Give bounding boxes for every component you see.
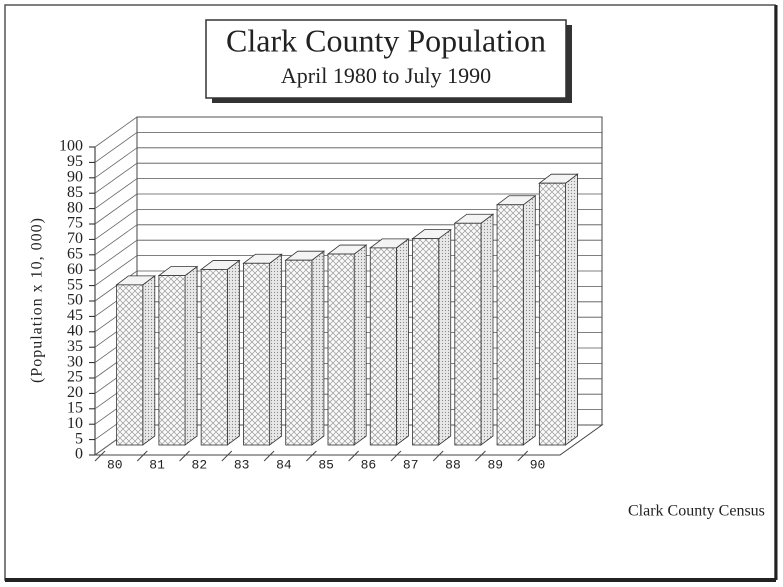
y-tick-label: 80: [67, 199, 83, 216]
grid-line: [94, 193, 138, 225]
bar-side: [311, 250, 325, 446]
category-divider: [179, 450, 190, 462]
bar: [158, 275, 186, 446]
y-tick-label: 5: [75, 430, 83, 447]
bar: [538, 182, 566, 446]
y-tick-label: 15: [67, 399, 83, 416]
x-tick-label: 87: [403, 457, 419, 472]
bar-side: [353, 244, 367, 446]
title-box: [205, 19, 567, 99]
y-tick-label: 25: [67, 369, 83, 386]
bar: [285, 259, 313, 446]
x-tick-label: 90: [530, 457, 546, 472]
category-divider: [263, 450, 275, 462]
y-tick-label: 45: [67, 307, 83, 324]
grid-line: [94, 224, 138, 256]
y-tick-label: 60: [67, 261, 83, 278]
category-divider: [94, 450, 106, 462]
bar-side: [269, 253, 283, 446]
category-divider: [306, 450, 317, 462]
y-tick-label: 50: [67, 292, 83, 309]
grid-line: [94, 239, 138, 271]
bar: [116, 284, 144, 446]
category-divider: [432, 450, 444, 462]
y-tick-label: 85: [67, 184, 83, 201]
category-divider: [348, 450, 359, 462]
bar-side: [522, 194, 536, 446]
grid-line: [94, 147, 138, 179]
chart-title: Clark County Population: [226, 22, 546, 58]
bar: [412, 238, 440, 446]
category-divider: [136, 450, 148, 462]
category-divider: [517, 450, 529, 462]
y-tick-label: 70: [67, 230, 83, 247]
bar: [454, 222, 482, 446]
x-tick-label: 86: [361, 457, 377, 472]
y-tick-label: 35: [67, 338, 83, 355]
x-tick-label: 83: [234, 457, 250, 472]
legend-label: Clark County Census: [628, 503, 765, 520]
bar-side: [396, 238, 409, 446]
grid-line: [94, 178, 138, 209]
bar: [496, 204, 524, 446]
y-tick-label: 10: [67, 415, 83, 432]
bar-side: [142, 275, 156, 446]
grid-line: [94, 255, 138, 286]
chart-subtitle: April 1980 to July 1990: [281, 63, 491, 88]
x-tick-label: 84: [276, 457, 292, 472]
bar-side: [438, 228, 452, 446]
y-tick-label: 75: [67, 215, 83, 232]
category-divider: [390, 450, 402, 462]
y-tick-label: 20: [67, 384, 83, 401]
y-tick-label: 90: [67, 168, 83, 185]
y-tick-label: 55: [67, 276, 83, 293]
category-divider: [475, 450, 486, 462]
x-tick-label: 80: [107, 457, 123, 472]
bar: [369, 247, 397, 446]
bar-side: [184, 265, 198, 446]
grid-line: [94, 116, 138, 148]
x-tick-label: 88: [445, 457, 461, 472]
y-tick-label: 0: [75, 446, 83, 463]
bar-side: [226, 259, 240, 446]
y-tick-label: 95: [67, 153, 83, 170]
y-tick-label: 40: [67, 322, 83, 339]
bar: [243, 262, 271, 446]
x-tick-label: 81: [149, 457, 165, 472]
y-tick-label: 30: [67, 353, 83, 370]
y-axis-label: (Population x 10, 000): [29, 217, 46, 383]
bar: [327, 253, 355, 446]
x-tick-label: 85: [318, 457, 334, 472]
bar-side: [480, 213, 494, 446]
grid-line: [94, 209, 138, 240]
y-tick-label: 65: [67, 245, 83, 262]
bar: [200, 269, 228, 446]
x-tick-label: 89: [487, 457, 503, 472]
category-divider: [221, 450, 233, 462]
y-tick-label: 100: [59, 138, 83, 155]
grid-line: [94, 162, 138, 194]
x-tick-label: 82: [192, 457, 208, 472]
grid-line: [94, 132, 138, 163]
bar-side: [565, 173, 578, 446]
